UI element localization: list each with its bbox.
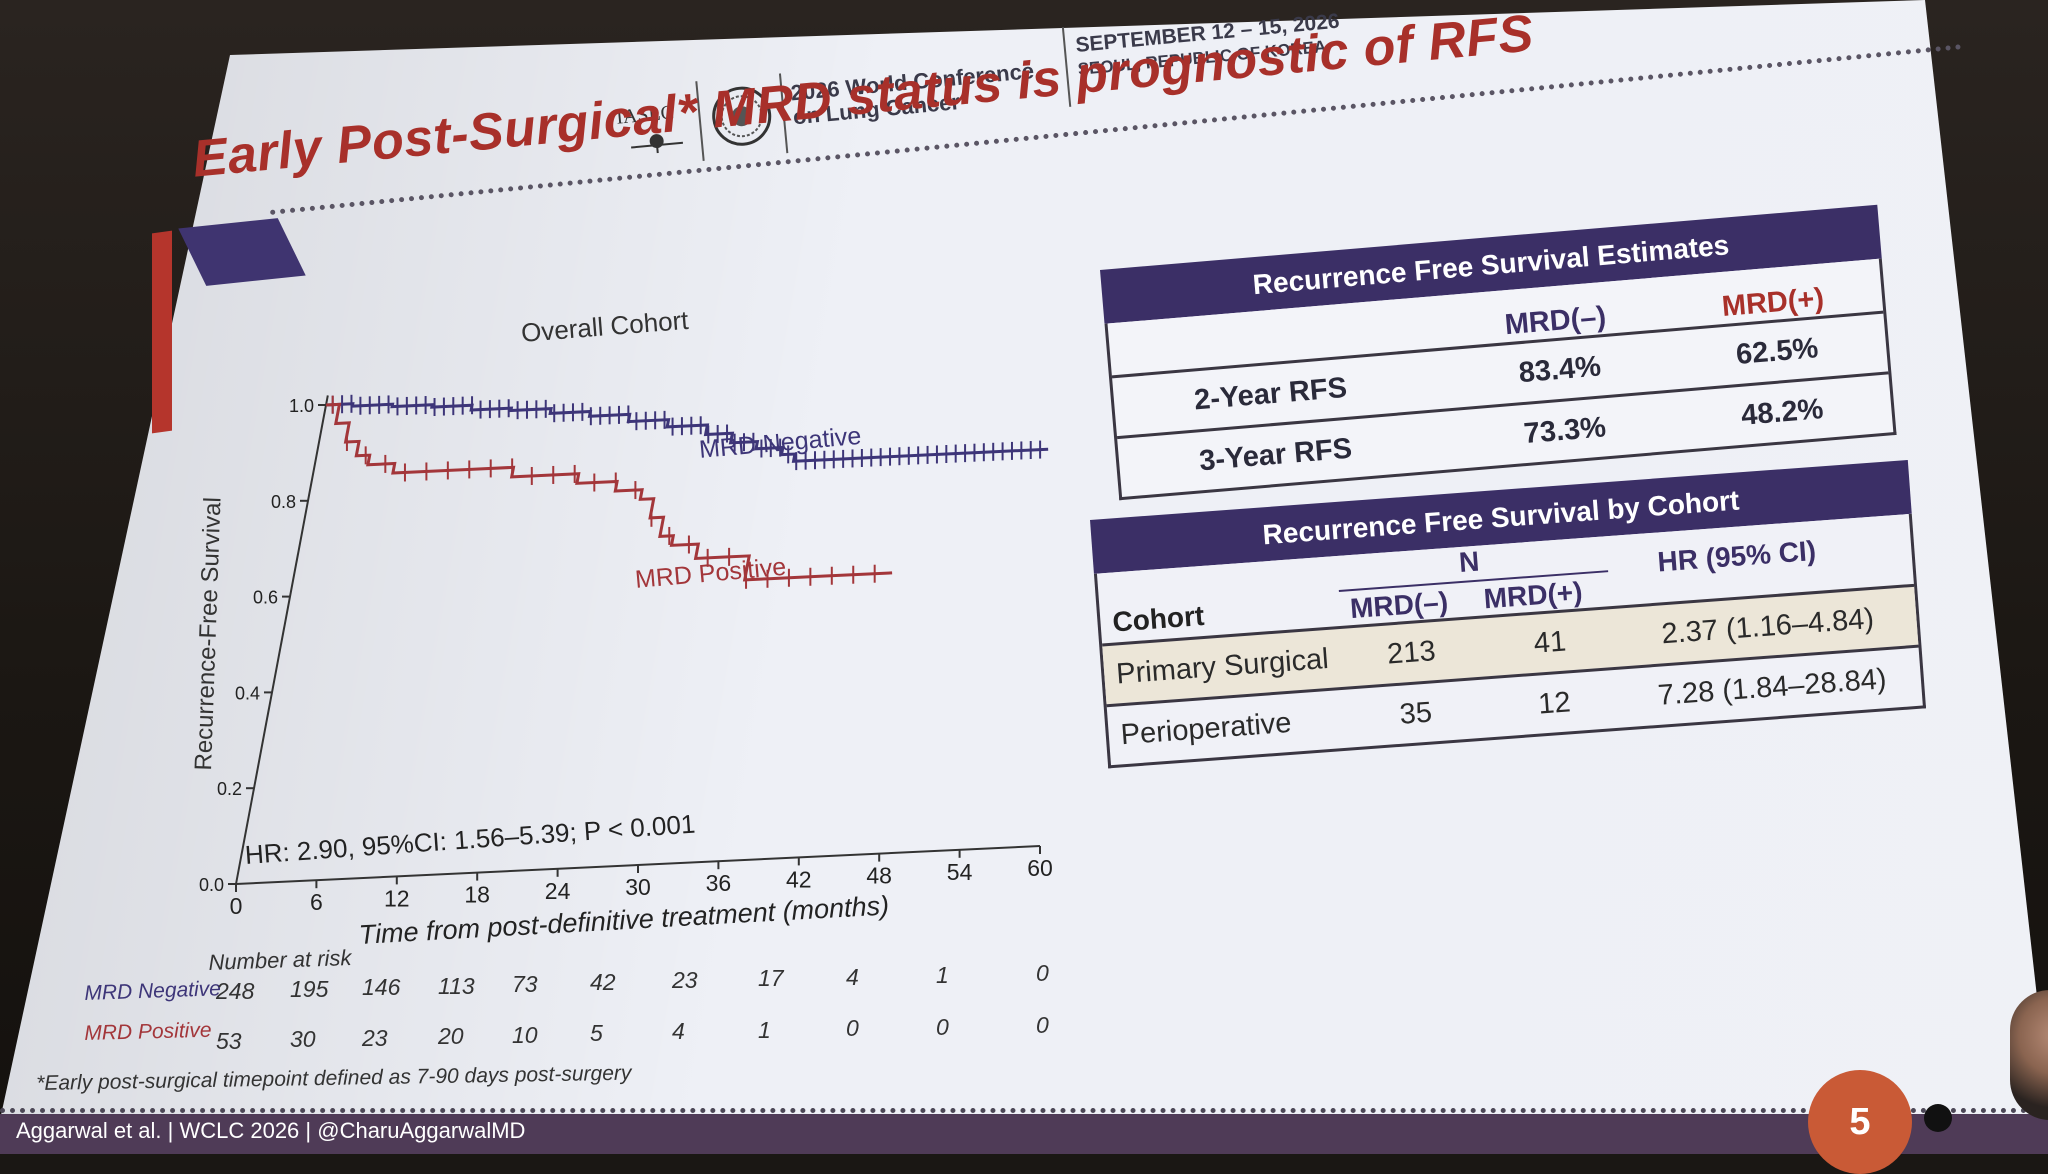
risk-row-label-positive: MRD Positive [84,1018,212,1045]
y-tick-label: 0.2 [217,779,242,799]
x-tick-label: 24 [545,878,571,904]
risk-value: 1 [758,1016,771,1043]
risk-table-heading: Number at risk [208,945,352,975]
value-mrd-neg: 73.3% [1522,410,1608,450]
x-tick-label: 60 [1027,855,1053,881]
risk-value: 0 [846,1015,859,1042]
risk-value: 113 [438,972,475,999]
x-tick-label: 36 [706,870,732,896]
km-plot-area: 0 6 12 18 24 30 36 42 48 54 60 0.0 0.2 0.4 0.6 0.8 1.0 [199,394,1053,919]
risk-value: 0 [1036,1012,1049,1038]
risk-value: 73 [512,970,538,997]
y-tick-label: 0.4 [235,683,260,703]
cohort-n-label: N [1457,545,1481,579]
x-tick-label: 18 [464,882,490,908]
risk-value: 17 [758,965,784,992]
cohort-col-hr: HR (95% CI) [1656,534,1818,578]
y-axis-line [235,395,329,885]
cohort-col-label: Cohort [1111,599,1206,638]
risk-row-label-negative: MRD Negative [84,977,222,1005]
risk-value: 195 [290,976,329,1003]
risk-value: 53 [216,1028,242,1054]
presenter-head [2010,990,2048,1120]
y-tick-label: 0.0 [199,875,224,895]
cohort-n-neg: 213 [1386,634,1437,671]
risk-value: 1 [936,961,949,988]
cohort-n-pos: 12 [1537,685,1572,721]
risk-value: 4 [846,963,859,990]
x-tick-label: 42 [786,866,812,892]
microphone [1924,1104,1952,1132]
risk-value: 0 [1036,960,1049,986]
cohort-hr: 2.37 (1.16–4.84) [1660,602,1875,650]
risk-value: 23 [672,967,698,994]
risk-value: 42 [590,969,616,995]
x-tick-label: 48 [866,863,892,889]
cohort-n-neg: 35 [1398,696,1434,731]
risk-value: 146 [362,974,401,1001]
footer-dotted-divider [0,1108,2048,1113]
conference-header: IASLC 2026 World Conference on Lung Canc… [600,0,1341,209]
iaslc-logo-icon [631,134,684,154]
y-tick-label: 1.0 [289,396,314,416]
risk-value: 30 [290,1026,316,1053]
x-tick-label: 30 [625,874,651,900]
value-mrd-pos: 48.2% [1739,392,1825,432]
x-tick-label: 12 [384,885,410,911]
risk-value: 10 [512,1021,538,1048]
risk-value: 20 [438,1023,464,1050]
risk-value: 0 [936,1013,949,1040]
x-tick-label: 6 [310,889,323,915]
cohort-name: Perioperative [1119,706,1293,751]
y-tick-label: 0.8 [271,492,296,512]
page-number-badge: 5 [1808,1070,1912,1174]
risk-value: 5 [590,1020,603,1046]
cohort-n-pos: 41 [1532,625,1568,660]
cohort-name: Primary Surgical [1115,642,1330,690]
risk-value: 4 [672,1018,685,1045]
value-mrd-pos: 62.5% [1734,331,1820,371]
x-tick-label: 0 [230,893,243,919]
footer-citation: Aggarwal et al. | WCLC 2026 | @CharuAgga… [16,1118,526,1143]
risk-value: 248 [216,978,255,1004]
series-line-mrd-positive [325,402,893,582]
y-tick-label: 0.6 [253,588,278,608]
value-mrd-neg: 83.4% [1517,349,1603,389]
risk-value: 23 [362,1024,388,1051]
row-label: 3-Year RFS [1197,432,1354,477]
x-tick-label: 54 [947,859,973,885]
footer-bar [0,1114,2048,1154]
cohort-hr: 7.28 (1.84–28.84) [1656,662,1888,712]
wclc-seal-icon [712,86,772,146]
